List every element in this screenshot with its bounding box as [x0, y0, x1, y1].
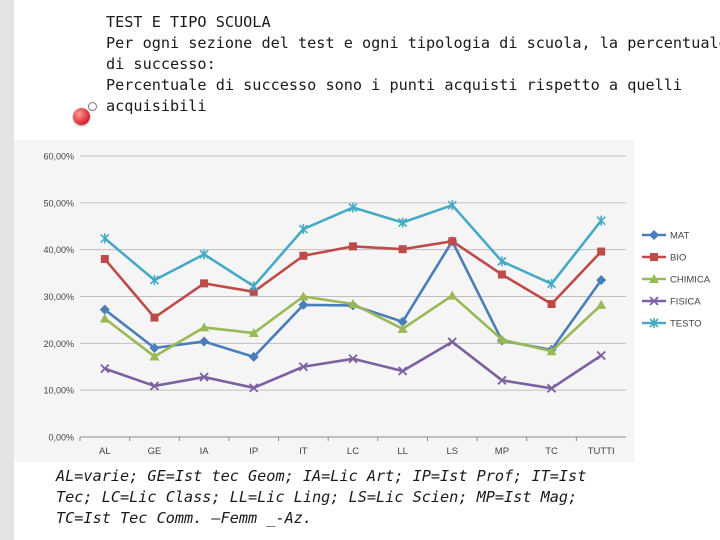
data-point-bio	[299, 251, 308, 260]
data-point-fisica	[596, 350, 606, 361]
data-point-testo	[447, 200, 457, 211]
y-tick-label: 50,00%	[43, 198, 74, 208]
legend-label-chimica: CHIMICA	[670, 275, 711, 286]
left-accent-bar	[0, 0, 14, 540]
data-point-fisica	[546, 383, 557, 393]
data-point-testo	[546, 278, 557, 289]
data-point-fisica	[447, 337, 457, 347]
data-point-bio	[150, 313, 159, 322]
footer-line-3: TC=Ist Tec Comm. –Femm _-Az.	[56, 509, 313, 527]
footer-line-2: Tec; LC=Lic Class; LL=Lic Ling; LS=Lic S…	[56, 488, 578, 506]
data-point-bio	[349, 242, 357, 251]
x-tick-label: IP	[249, 446, 258, 457]
data-point-mat	[248, 351, 259, 362]
data-point-chimica	[397, 323, 408, 333]
y-tick-label: 0,00%	[48, 433, 74, 443]
legend-marker	[649, 230, 659, 240]
x-tick-label: IA	[200, 446, 210, 457]
data-point-fisica	[298, 362, 309, 372]
legend-marker	[649, 318, 659, 328]
data-point-bio	[200, 279, 209, 288]
data-point-fisica	[497, 375, 507, 385]
data-point-chimica	[596, 299, 607, 309]
data-point-chimica	[149, 351, 160, 361]
data-point-chimica	[447, 290, 458, 300]
slide-title: TEST E TIPO SCUOLA	[106, 13, 271, 31]
header-line-3: di successo:	[106, 55, 216, 73]
x-tick-label: IT	[299, 446, 308, 457]
legend-marker	[649, 296, 659, 306]
data-point-mat	[149, 343, 160, 354]
data-point-chimica	[248, 328, 259, 338]
y-tick-label: 40,00%	[43, 245, 74, 255]
series-line-fisica	[104, 340, 602, 390]
data-point-chimica	[99, 313, 110, 323]
data-point-testo	[100, 233, 110, 244]
x-tick-label: LL	[397, 446, 408, 457]
x-tick-label: LS	[446, 446, 458, 457]
bullet-ring-icon	[88, 102, 97, 111]
data-point-bio	[398, 245, 407, 254]
data-point-testo	[249, 281, 259, 292]
header-line-5: acquisibili	[106, 97, 207, 115]
data-point-fisica	[199, 372, 209, 382]
data-point-fisica	[249, 383, 259, 393]
y-tick-label: 30,00%	[43, 292, 74, 302]
x-tick-label: GE	[148, 446, 162, 457]
legend-marker	[650, 253, 658, 261]
x-tick-label: TUTTI	[588, 446, 615, 457]
header-line-4: Percentuale di successo sono i punti acq…	[106, 76, 683, 94]
data-point-fisica	[348, 354, 358, 364]
legend-marker	[649, 274, 659, 283]
data-point-bio	[547, 299, 556, 308]
x-tick-label: AL	[99, 446, 111, 457]
data-point-testo	[596, 215, 606, 226]
data-point-chimica	[298, 291, 309, 301]
data-point-bio	[448, 237, 457, 246]
legend-label-bio: BIO	[670, 253, 686, 264]
data-point-bio	[249, 287, 258, 296]
footer-line-1: AL=varie; GE=Ist tec Geom; IA=Lic Art; I…	[56, 467, 587, 485]
legend-label-fisica: FISICA	[670, 297, 701, 308]
y-tick-label: 20,00%	[43, 339, 74, 349]
x-tick-label: LC	[347, 446, 359, 457]
x-tick-label: TC	[545, 446, 558, 457]
data-point-mat	[99, 304, 110, 315]
data-point-bio	[100, 255, 109, 264]
data-point-bio	[497, 270, 506, 279]
data-point-chimica	[496, 334, 507, 344]
data-point-fisica	[149, 381, 160, 391]
data-point-testo	[497, 256, 507, 267]
data-point-fisica	[397, 366, 408, 376]
data-point-testo	[298, 224, 308, 235]
header-line-2: Per ogni sezione del test e ogni tipolog…	[106, 34, 720, 52]
legend-label-mat: MAT	[670, 231, 690, 242]
data-point-chimica	[199, 322, 210, 332]
data-point-testo	[398, 217, 408, 228]
bullet-dot-icon	[73, 108, 90, 125]
data-point-chimica	[546, 346, 557, 356]
data-point-mat	[596, 275, 607, 286]
legend-label-testo: TESTO	[670, 319, 702, 330]
data-point-testo	[149, 275, 160, 286]
data-point-mat	[199, 336, 210, 347]
data-point-mat	[397, 316, 408, 327]
slide-header: TEST E TIPO SCUOLA Per ogni sezione del …	[106, 12, 720, 117]
data-point-bio	[597, 247, 606, 256]
data-point-testo	[348, 202, 358, 213]
data-point-mat	[298, 299, 309, 310]
chart-panel	[14, 140, 634, 462]
data-point-chimica	[348, 298, 358, 308]
data-point-testo	[199, 249, 209, 260]
y-tick-label: 10,00%	[43, 386, 74, 396]
x-tick-label: MP	[495, 446, 509, 457]
data-point-fisica	[100, 363, 110, 374]
line-chart: 0,00% 10,00% 20,00% 30,00% 40,00% 50,00% 60,00…	[43, 152, 711, 458]
slide-footer: AL=varie; GE=Ist tec Geom; IA=Lic Art; I…	[56, 466, 706, 529]
y-tick-label: 60,00%	[43, 152, 74, 162]
